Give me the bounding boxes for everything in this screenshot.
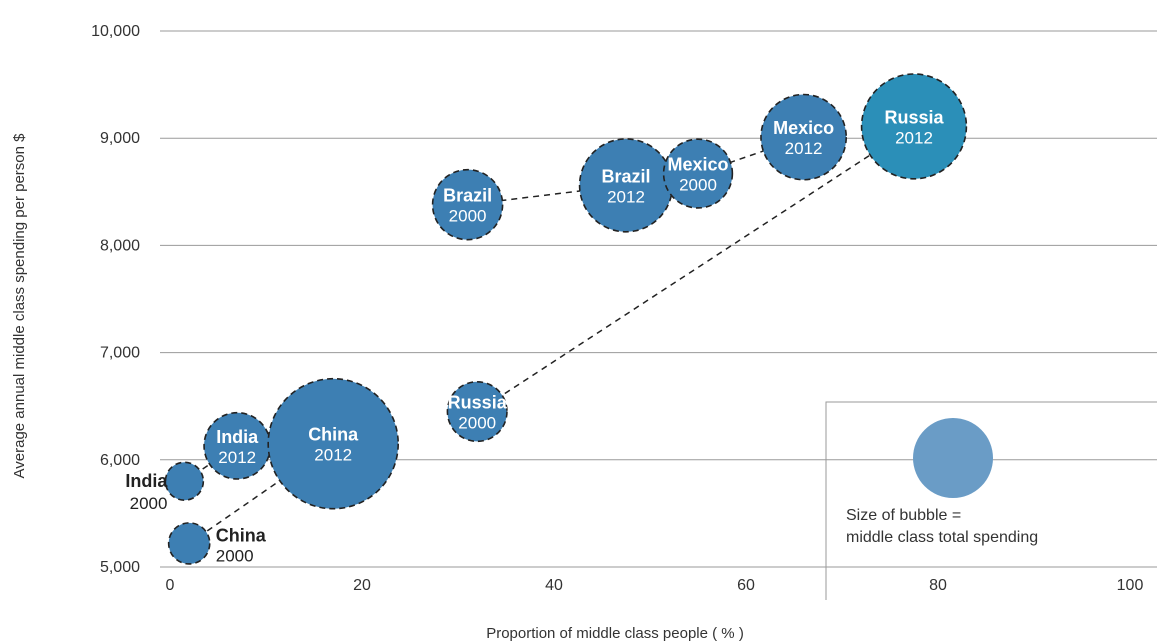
bubble-brazil-2000	[431, 168, 504, 241]
bubble-china-2012	[267, 377, 400, 510]
y-tick-label: 6,000	[100, 452, 140, 469]
bubble-country-label: Russia	[884, 107, 944, 127]
x-axis-title: Proportion of middle class people ( % )	[486, 625, 744, 642]
x-tick-label: 100	[1117, 577, 1144, 594]
y-axis-title: Average annual middle class spending per…	[11, 133, 28, 479]
bubble-russia-2012	[860, 73, 968, 180]
legend-text-line2: middle class total spending	[846, 529, 1038, 546]
connection-line	[476, 125, 915, 413]
bubble-country-label: Brazil	[443, 186, 492, 206]
y-tick-label: 9,000	[100, 130, 140, 147]
bubble-country-label: Mexico	[773, 118, 834, 138]
bubble-country-label: Mexico	[667, 155, 728, 175]
bubble-year-label: 2012	[314, 446, 352, 465]
bubble-china-2000	[167, 522, 211, 565]
bubble-year-label: 2012	[607, 187, 645, 206]
bubble-russia-2000	[446, 380, 508, 443]
x-axis-ticks: 0 20 40 60 80 100	[166, 577, 1144, 594]
y-tick-label: 7,000	[100, 345, 140, 362]
bubble-country-label: Brazil	[601, 166, 650, 186]
x-tick-label: 0	[166, 577, 175, 594]
bubble-country-label: China	[216, 525, 267, 545]
y-tick-label: 5,000	[100, 559, 140, 576]
x-tick-label: 80	[929, 577, 947, 594]
legend: Size of bubble = middle class total spen…	[825, 401, 1157, 600]
x-tick-label: 60	[737, 577, 755, 594]
bubble-country-label: China	[308, 425, 359, 445]
bubble-mexico-2000	[662, 138, 734, 209]
bubble-country-label: India	[216, 427, 259, 447]
legend-box-border	[825, 401, 1157, 600]
bubble-country-label: Russia	[448, 393, 508, 413]
bubble-year-label: 2000	[216, 546, 254, 565]
legend-text-line1: Size of bubble =	[846, 507, 961, 524]
bubble-year-label: 2012	[218, 448, 256, 467]
y-tick-label: 8,000	[100, 237, 140, 254]
bubble-year-label: 2000	[449, 207, 487, 226]
x-tick-label: 40	[545, 577, 563, 594]
x-tick-label: 20	[353, 577, 371, 594]
legend-bubble	[913, 418, 993, 498]
bubble-year-label: 2012	[895, 128, 933, 147]
y-tick-label: 10,000	[91, 23, 140, 40]
bubble-country-label: India	[125, 471, 168, 491]
bubble-year-label: 2012	[785, 139, 823, 158]
y-axis-ticks: 5,000 6,000 7,000 8,000 9,000 10,000	[91, 23, 140, 576]
bubble-year-label: 2000	[130, 494, 168, 513]
bubble-year-label: 2000	[679, 176, 717, 195]
bubble-year-label: 2000	[458, 414, 496, 433]
bubble-india-2000	[164, 461, 205, 501]
bubble-mexico-2012	[760, 93, 848, 181]
bubbles: China2000India2000India2012China2012Russ…	[125, 73, 968, 565]
